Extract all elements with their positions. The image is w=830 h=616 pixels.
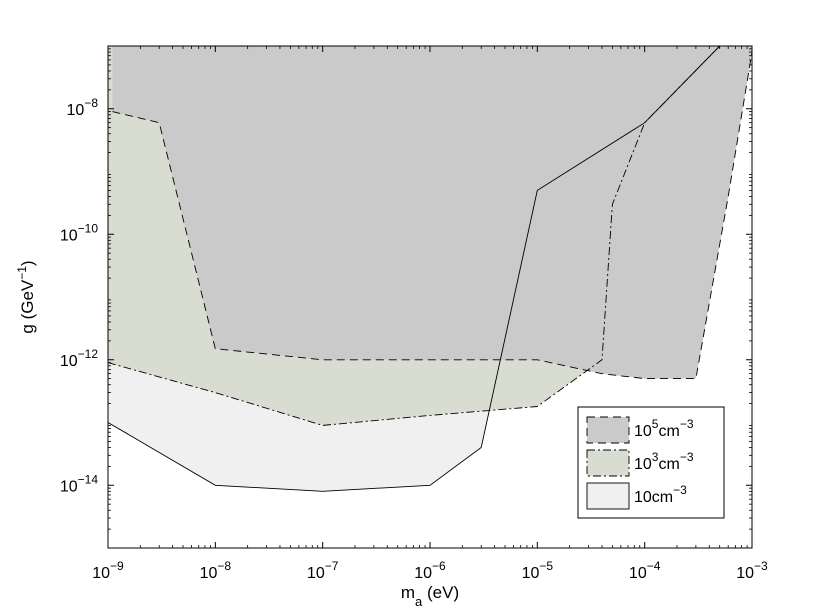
y-tick-labels: 10−14 10−12 10−10 10−8 — [60, 96, 98, 496]
legend-swatch — [586, 482, 630, 510]
curve-2 — [107, 45, 721, 426]
legend: 105cm−3 103cm−3 10cm−3 — [577, 406, 725, 519]
x-tick-label: 10−6 — [414, 559, 446, 582]
y-tick-label: 10−10 — [60, 221, 98, 244]
x-tick-label: 10−7 — [307, 559, 339, 582]
axis-ticks — [107, 46, 753, 548]
y-tick-label: 10−8 — [67, 96, 99, 119]
x-tick-label: 10−9 — [92, 559, 124, 582]
x-tick-labels: 10−9 10−8 10−7 10−6 10−5 10−4 10−3 — [92, 559, 768, 582]
x-tick-label: 10−4 — [629, 559, 661, 582]
legend-label: 10cm−3 — [634, 483, 687, 506]
x-tick-label: 10−5 — [522, 559, 554, 582]
x-axis-label: ma (eV) — [401, 583, 459, 609]
curve-1 — [107, 45, 721, 492]
exclusion-regions — [108, 46, 752, 492]
y-tick-label: 10−14 — [60, 472, 98, 495]
legend-label: 103cm−3 — [634, 450, 694, 473]
x-tick-label: 10−8 — [200, 559, 232, 582]
y-axis-label: g (GeV−1) — [15, 260, 37, 333]
legend-swatch — [586, 449, 630, 477]
y-tick-label: 10−12 — [60, 347, 98, 370]
region-3 — [112, 46, 752, 379]
legend-swatch — [586, 416, 630, 444]
legend-label: 105cm−3 — [634, 417, 694, 440]
boundary-curves — [107, 45, 753, 492]
x-tick-label: 10−3 — [736, 559, 768, 582]
